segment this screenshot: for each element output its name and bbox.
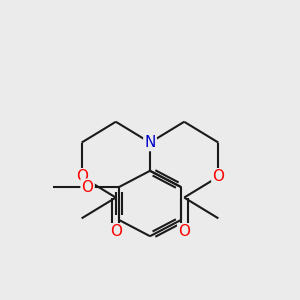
Text: N: N <box>144 135 156 150</box>
Text: O: O <box>76 169 88 184</box>
Text: O: O <box>110 224 122 239</box>
Text: O: O <box>212 169 224 184</box>
Text: O: O <box>82 180 94 195</box>
Text: O: O <box>178 224 190 239</box>
